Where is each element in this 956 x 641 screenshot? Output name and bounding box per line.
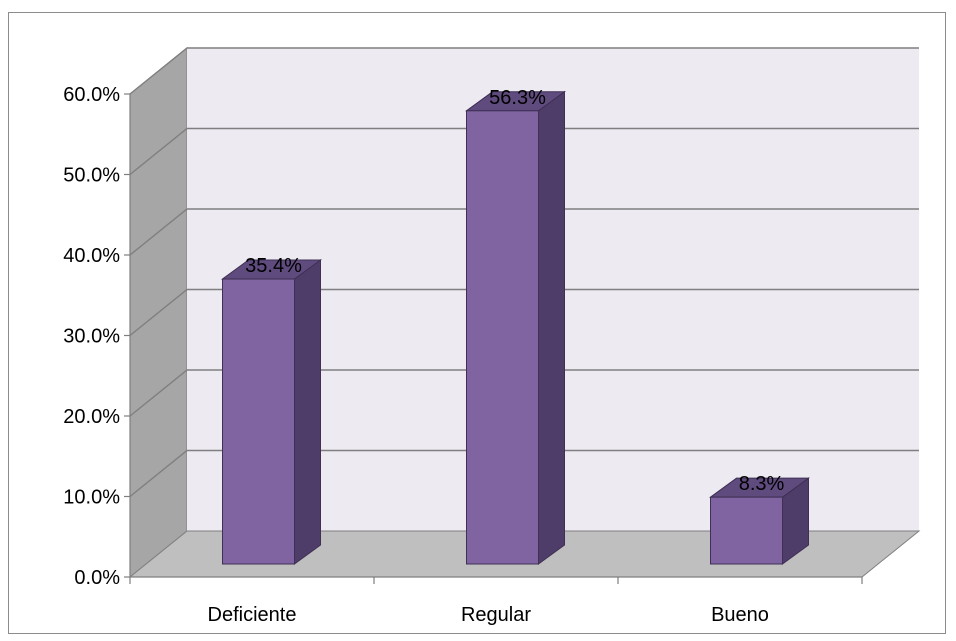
gridline: [129, 208, 919, 256]
gridline: [129, 47, 919, 95]
y-tick-label: 30.0%: [63, 326, 120, 348]
data-label-deficiente: 35.4%: [245, 255, 302, 277]
y-tick-label: 50.0%: [63, 165, 120, 187]
category-label-regular: Regular: [461, 604, 531, 626]
gridline: [129, 288, 919, 337]
y-tick-label: 10.0%: [63, 487, 120, 509]
bar-side-deficiente: [294, 259, 321, 565]
bar-side-regular: [538, 90, 565, 565]
gridline: [129, 449, 919, 498]
category-label-bueno: Bueno: [711, 604, 769, 626]
data-label-bueno: 8.3%: [739, 473, 785, 495]
category-label-deficiente: Deficiente: [208, 604, 297, 626]
y-tick-label: 60.0%: [63, 84, 120, 106]
bar-bueno: [710, 496, 783, 565]
gridline: [129, 127, 919, 176]
gridline: [129, 369, 919, 417]
bar-regular: [466, 110, 539, 565]
y-tick-label: 20.0%: [63, 406, 120, 428]
data-label-regular: 56.3%: [489, 87, 546, 109]
y-tick-label: 0.0%: [74, 567, 120, 589]
y-tick-label: 40.0%: [63, 245, 120, 267]
bar-deficiente: [222, 278, 295, 565]
